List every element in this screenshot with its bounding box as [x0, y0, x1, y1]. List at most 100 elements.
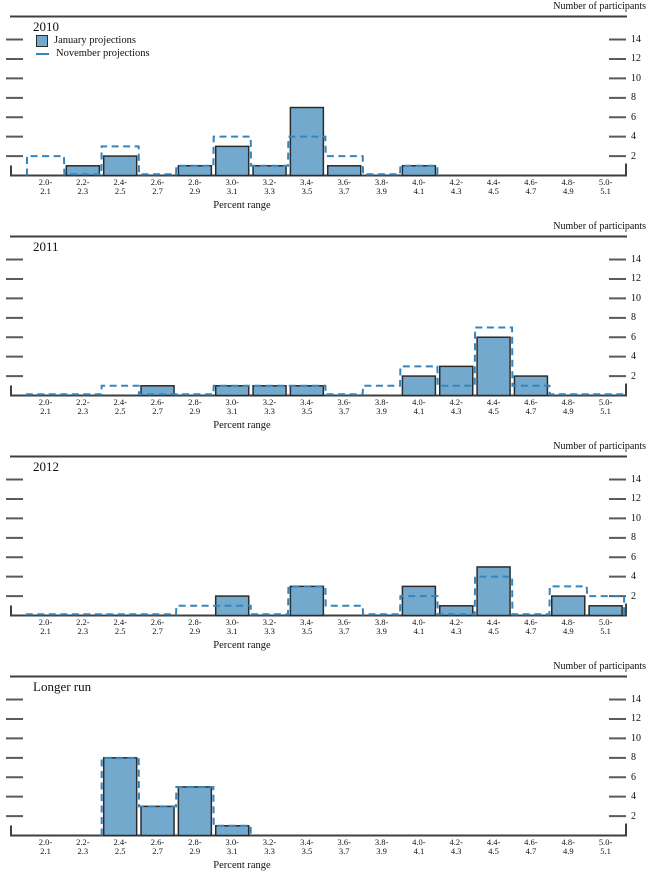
x-axis-title: Percent range	[213, 640, 271, 651]
panel-title-2012: 2012	[33, 459, 59, 474]
november-outline	[26, 326, 626, 396]
january-bar	[252, 385, 287, 397]
y-tick-label: 8	[631, 92, 636, 104]
panel-2011: Number of participants 2011 2 4 6 8 10 12 14 2…	[0, 220, 650, 440]
november-outline	[100, 756, 252, 836]
x-tick-label: 3.6- 3.7	[337, 617, 351, 636]
x-tick-label: 4.8- 4.9	[561, 617, 575, 636]
panel-title-2011: 2011	[33, 239, 59, 254]
x-tick-label: 3.6- 3.7	[337, 397, 351, 416]
x-tick-label: 4.2- 4.3	[449, 617, 463, 636]
y-tick-label: 14	[631, 254, 641, 266]
y-tick-label: 12	[631, 713, 641, 725]
x-tick-label: 2.0- 2.1	[38, 837, 53, 856]
x-tick-label: 4.2- 4.3	[449, 837, 463, 856]
january-bar	[102, 155, 138, 177]
x-tick-label: 3.2- 3.3	[262, 837, 277, 856]
y-tick-label: 12	[631, 53, 641, 65]
january-bar	[214, 825, 250, 837]
legend: January projections November projections	[36, 34, 150, 60]
x-tick-label: 5.0- 5.1	[598, 177, 613, 196]
january-bar	[438, 365, 474, 397]
x-tick-label: 4.8- 4.9	[561, 397, 575, 416]
x-tick-label: 3.0- 3.1	[225, 177, 239, 196]
y-tick-label: 2	[631, 810, 636, 822]
x-tick-label: 3.6- 3.7	[337, 177, 351, 196]
y-tick-label: 2	[631, 370, 636, 382]
panel-2010: Number of participants 2010 January proj…	[0, 0, 650, 220]
january-bar	[102, 757, 138, 837]
histogram-2010	[6, 15, 627, 177]
y-tick-label: 2	[631, 150, 636, 162]
x-tick-label: 4.0- 4.1	[412, 397, 426, 416]
november-dash-icon	[36, 52, 49, 55]
january-bar	[214, 385, 250, 397]
panel-longer-run: Number of participants Longer run 2 4 6 8 10…	[0, 660, 650, 880]
x-tick-label: 3.2- 3.3	[262, 397, 277, 416]
panel-title-longer-run: Longer run	[33, 679, 92, 694]
january-bar	[214, 595, 250, 617]
x-tick-label: 2.6- 2.7	[150, 837, 165, 856]
x-tick-label: 3.6- 3.7	[337, 837, 351, 856]
histogram-2011	[6, 235, 627, 397]
x-tick-label: 3.8- 3.9	[374, 177, 389, 196]
x-tick-label: 4.4- 4.5	[486, 177, 501, 196]
y-tick-label: 10	[631, 732, 641, 744]
x-tick-label: 3.4- 3.5	[300, 617, 314, 636]
x-axis-title: Percent range	[213, 200, 271, 211]
x-tick-label: 3.4- 3.5	[300, 837, 314, 856]
january-bar	[177, 165, 213, 177]
x-tick-label: 3.8- 3.9	[374, 397, 389, 416]
x-tick-label: 3.0- 3.1	[225, 617, 239, 636]
x-tick-label: 2.4- 2.5	[113, 177, 127, 196]
x-tick-label: 2.6- 2.7	[150, 397, 165, 416]
january-bar	[214, 145, 250, 177]
x-tick-label: 2.0- 2.1	[38, 177, 53, 196]
x-tick-label: 4.0- 4.1	[412, 837, 426, 856]
right-axis-title: Number of participants	[553, 441, 646, 452]
legend-november-label: November projections	[56, 48, 150, 59]
y-tick-label: 12	[631, 493, 641, 505]
january-bar	[588, 605, 623, 617]
y-tick-label: 4	[631, 131, 636, 143]
x-tick-label: 2.8- 2.9	[188, 177, 202, 196]
january-bar	[401, 375, 437, 397]
panel-title-2010: 2010	[33, 19, 59, 34]
x-tick-label: 2.2- 2.3	[76, 177, 90, 196]
y-tick-label: 14	[631, 694, 641, 706]
y-tick-label: 8	[631, 532, 636, 544]
january-bar	[140, 385, 175, 397]
panel-2012: Number of participants 2012 2 4 6 8 10 12 14 2…	[0, 440, 650, 660]
y-tick-label: 4	[631, 791, 636, 803]
x-tick-label: 4.6- 4.7	[524, 397, 538, 416]
x-tick-label: 5.0- 5.1	[598, 837, 613, 856]
january-bar	[140, 805, 175, 837]
x-tick-label: 4.4- 4.5	[486, 617, 501, 636]
november-outline	[26, 135, 439, 176]
x-tick-label: 3.8- 3.9	[374, 617, 389, 636]
legend-row-january: January projections	[36, 34, 150, 47]
right-axis-title: Number of participants	[553, 661, 646, 672]
x-tick-label: 4.6- 4.7	[524, 177, 538, 196]
x-tick-label: 5.0- 5.1	[598, 617, 613, 636]
y-tick-label: 4	[631, 571, 636, 583]
january-bar	[289, 385, 325, 397]
histogram-2012	[6, 455, 627, 617]
january-bar	[65, 165, 101, 177]
x-tick-label: 3.4- 3.5	[300, 177, 314, 196]
january-bar	[177, 786, 213, 837]
january-bar	[289, 106, 325, 177]
legend-january-label: January projections	[54, 35, 136, 46]
x-axis-title: Percent range	[213, 420, 271, 431]
x-tick-label: 4.8- 4.9	[561, 177, 575, 196]
y-tick-label: 4	[631, 351, 636, 363]
x-tick-label: 4.6- 4.7	[524, 617, 538, 636]
x-tick-label: 2.6- 2.7	[150, 617, 165, 636]
january-bar	[401, 585, 437, 617]
x-axis-title: Percent range	[213, 860, 271, 871]
legend-row-november: November projections	[36, 47, 150, 60]
x-tick-label: 2.8- 2.9	[188, 617, 202, 636]
x-tick-label: 3.2- 3.3	[262, 177, 277, 196]
x-tick-label: 4.0- 4.1	[412, 177, 426, 196]
january-bar	[476, 336, 511, 397]
